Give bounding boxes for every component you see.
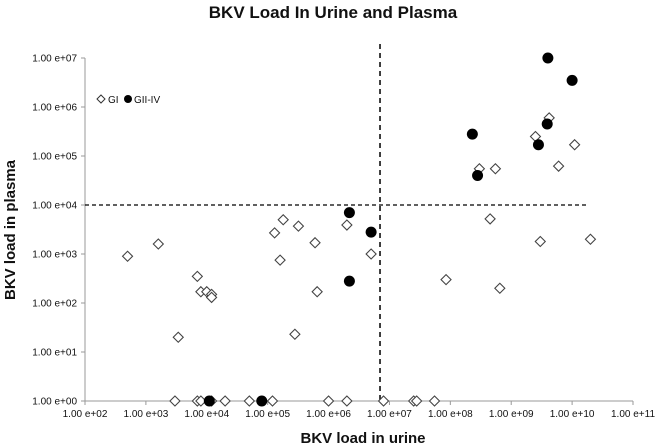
point-gi	[274, 254, 286, 266]
legend-gi-label: GI	[108, 95, 119, 106]
y-tick-label: 1.00 e+04	[32, 201, 77, 212]
legend: GI GII-IV	[96, 94, 160, 106]
point-gii-iv	[256, 395, 268, 407]
point-gi	[534, 235, 547, 248]
x-axis-title: BKV load in urine	[300, 430, 425, 446]
point-gi	[172, 331, 185, 344]
point-gii-iv	[466, 128, 478, 140]
x-tick-label: 1.00 e+02	[63, 409, 108, 420]
point-gi	[205, 291, 218, 304]
chart-title: BKV Load In Urine and Plasma	[209, 3, 458, 22]
reference-lines	[85, 44, 588, 401]
point-gii-iv	[365, 226, 377, 238]
x-tick-label: 1.00 e+04	[184, 409, 229, 420]
x-tick-label: 1.00 e+03	[124, 409, 169, 420]
point-gi	[268, 227, 281, 239]
point-gi	[552, 160, 565, 172]
point-gi	[341, 395, 353, 407]
y-tick-label: 1.00 e+07	[32, 54, 77, 65]
legend-gii-iv-label: GII-IV	[134, 95, 160, 106]
x-tick-label: 1.00 e+11	[611, 409, 655, 420]
point-gi	[152, 238, 165, 250]
point-gii-iv	[542, 52, 554, 64]
point-gii-iv	[472, 169, 484, 181]
point-gi	[428, 395, 441, 407]
point-gi	[289, 328, 301, 341]
point-gi	[410, 395, 423, 407]
point-gii-iv	[343, 275, 355, 287]
x-tick-label: 1.00 e+09	[489, 409, 534, 420]
point-gi	[341, 219, 353, 231]
axes	[84, 58, 633, 402]
x-tick-labels: 1.00 e+02 1.00 e+03 1.00 e+04 1.00 e+05 1.00…	[63, 401, 655, 420]
point-gi	[243, 395, 256, 407]
point-gi	[584, 233, 597, 246]
point-gi	[494, 282, 506, 295]
point-gi	[191, 270, 204, 283]
point-gi	[568, 138, 581, 151]
point-gi	[322, 395, 335, 407]
y-tick-label: 1.00 e+00	[32, 397, 77, 408]
point-gi	[311, 285, 323, 298]
point-gi	[440, 273, 452, 286]
point-gi	[169, 395, 181, 407]
y-tick-label: 1.00 e+05	[32, 152, 77, 163]
point-gii-iv	[343, 207, 355, 219]
point-gi	[292, 220, 305, 232]
y-axis-title: BKV load in plasma	[2, 159, 19, 300]
point-gii-iv	[541, 118, 553, 130]
point-gi	[377, 395, 390, 407]
point-gi	[484, 213, 496, 225]
point-gi	[489, 162, 502, 175]
y-tick-label: 1.00 e+03	[32, 250, 77, 261]
y-tick-label: 1.00 e+01	[32, 348, 77, 359]
y-tick-labels: 1.00 e+00 1.00 e+01 1.00 e+02 1.00 e+03 1.00…	[32, 54, 85, 408]
point-gii-iv	[203, 395, 215, 407]
x-tick-label: 1.00 e+06	[306, 409, 351, 420]
x-tick-label: 1.00 e+07	[367, 409, 412, 420]
y-tick-label: 1.00 e+02	[32, 299, 77, 310]
x-tick-label: 1.00 e+10	[550, 409, 595, 420]
point-gii-iv	[532, 139, 544, 151]
point-gi	[277, 213, 289, 226]
point-gi	[121, 250, 134, 263]
point-gi	[365, 248, 377, 260]
data-points	[121, 52, 597, 407]
x-tick-label: 1.00 e+05	[245, 409, 290, 420]
point-gii-iv	[566, 74, 578, 86]
legend-gi-marker	[96, 94, 106, 104]
point-gi	[219, 395, 231, 407]
point-gi	[309, 236, 321, 249]
x-tick-label: 1.00 e+08	[428, 409, 473, 420]
legend-gii-iv-marker	[124, 95, 132, 103]
point-gi	[266, 395, 279, 407]
y-tick-label: 1.00 e+06	[32, 103, 77, 114]
